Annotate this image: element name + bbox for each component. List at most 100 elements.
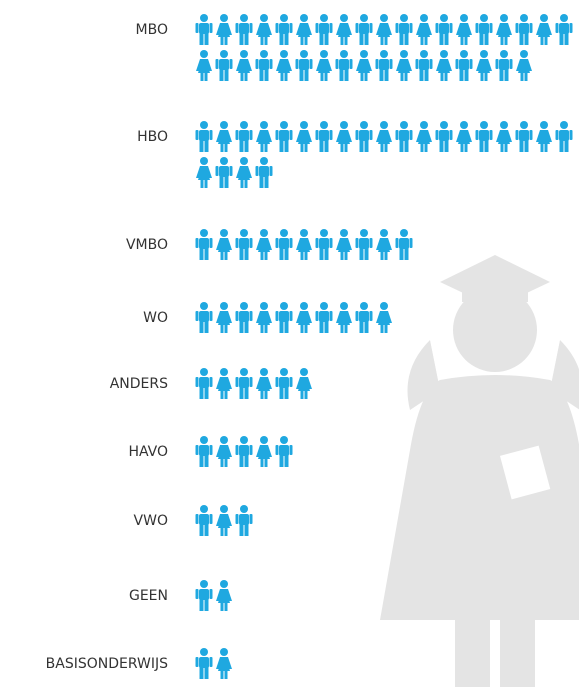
icon-leg [244, 455, 249, 467]
icon-arm [255, 59, 259, 69]
icon-head [220, 50, 228, 58]
icon-body [239, 23, 249, 34]
icon-arm [455, 59, 459, 69]
person-icon [256, 368, 272, 399]
icon-head [440, 50, 448, 58]
icon-arm [309, 59, 313, 69]
person-icon [195, 648, 213, 679]
icon-arm [209, 514, 213, 524]
icon-body [279, 377, 289, 388]
icon-leg [300, 391, 304, 399]
icon-leg [204, 455, 209, 467]
icon-head [460, 50, 468, 58]
icon-arm [209, 445, 213, 455]
icon-leg [380, 252, 384, 260]
icon-leg [220, 671, 224, 679]
icon-body [239, 377, 249, 388]
person-icon [296, 229, 312, 260]
icon-arm [289, 377, 293, 387]
icon-head [220, 229, 228, 237]
icon-arm [235, 23, 239, 33]
icon-leg [224, 176, 229, 188]
person-icon [235, 302, 253, 333]
icon-leg [444, 140, 449, 152]
icon-body [336, 238, 352, 252]
icon-head [540, 121, 548, 129]
icon-arm [369, 23, 373, 33]
icon-leg [439, 140, 444, 152]
icon-head [440, 14, 448, 22]
icon-head [300, 368, 308, 376]
person-icon [496, 14, 512, 45]
icon-leg [460, 37, 464, 45]
icon-head [320, 14, 328, 22]
icon-head [380, 302, 388, 310]
category-label: GEEN [129, 588, 168, 604]
person-icon [396, 50, 412, 81]
icon-leg [199, 140, 204, 152]
icon-leg [544, 144, 548, 152]
icon-leg [204, 524, 209, 536]
icon-arm [369, 238, 373, 248]
icon-leg [324, 140, 329, 152]
icon-arm [375, 59, 379, 69]
icon-body [216, 23, 232, 37]
icon-leg [364, 140, 369, 152]
icon-head [240, 302, 248, 310]
icon-body [456, 130, 472, 144]
category-label: MBO [136, 22, 168, 38]
icon-leg [204, 321, 209, 333]
person-icon [455, 50, 473, 81]
icon-body [296, 238, 312, 252]
icon-body [216, 238, 232, 252]
icon-head [200, 50, 208, 58]
icon-leg [239, 524, 244, 536]
person-icon [315, 14, 333, 45]
icon-leg [300, 252, 304, 260]
icon-arm [249, 377, 253, 387]
icon-head [340, 14, 348, 22]
icon-leg [440, 73, 444, 81]
icon-leg [204, 599, 209, 611]
person-icon [195, 580, 213, 611]
person-icon [475, 14, 493, 45]
icon-arm [515, 23, 519, 33]
icon-arm [249, 238, 253, 248]
icon-head [240, 121, 248, 129]
icon-leg [479, 140, 484, 152]
icon-leg [204, 140, 209, 152]
icon-body [359, 238, 369, 249]
icon-head [300, 302, 308, 310]
icon-arm [209, 589, 213, 599]
icon-leg [239, 140, 244, 152]
icon-leg [220, 528, 224, 536]
icon-leg [224, 37, 228, 45]
icon-body [419, 59, 429, 70]
icon-body [479, 23, 489, 34]
icon-arm [275, 445, 279, 455]
icon-body [319, 23, 329, 34]
icon-leg [260, 37, 264, 45]
icon-head [220, 14, 228, 22]
icon-leg [219, 69, 224, 81]
person-icon [216, 580, 232, 611]
icon-leg [500, 144, 504, 152]
icon-head [460, 121, 468, 129]
icon-body [356, 59, 372, 73]
icon-body [476, 59, 492, 73]
icon-leg [564, 140, 569, 152]
icon-group [195, 121, 573, 188]
person-icon [515, 14, 533, 45]
icon-head [240, 157, 248, 165]
icon-leg [220, 391, 224, 399]
icon-arm [395, 23, 399, 33]
icon-body [256, 23, 272, 37]
icon-head [280, 302, 288, 310]
icon-body [399, 238, 409, 249]
icon-leg [460, 144, 464, 152]
person-icon [275, 229, 293, 260]
icon-arm [489, 23, 493, 33]
icon-leg [344, 325, 348, 333]
icon-leg [384, 144, 388, 152]
icon-arm [555, 130, 559, 140]
